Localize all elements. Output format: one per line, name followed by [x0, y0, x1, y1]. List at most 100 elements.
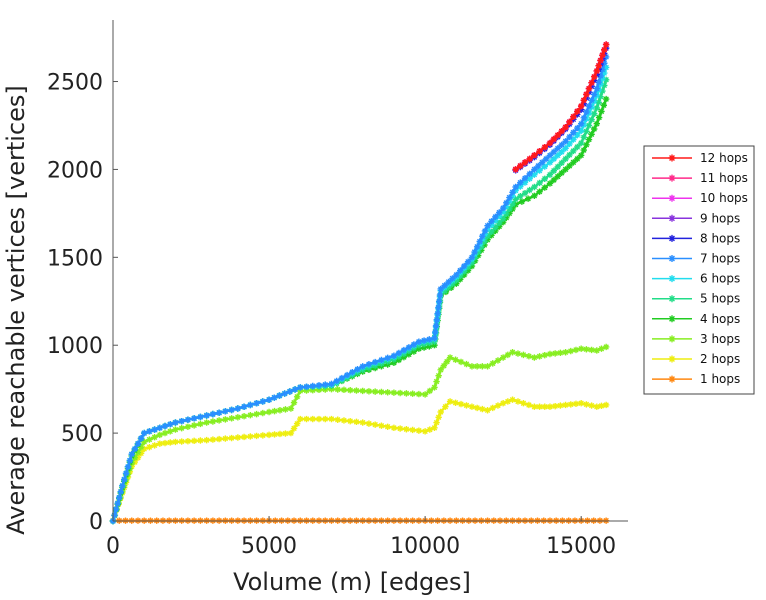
- data-point: [554, 163, 561, 170]
- data-point: [504, 351, 512, 359]
- data-point: [293, 420, 301, 427]
- data-point: [580, 133, 587, 141]
- data-point: [593, 92, 600, 99]
- data-point: [479, 363, 486, 370]
- data-point: [512, 166, 519, 173]
- x-tick-label: 10000: [390, 534, 460, 559]
- data-point: [546, 139, 554, 147]
- data-point: [536, 179, 543, 187]
- legend-marker-icon: [668, 355, 676, 363]
- data-point: [333, 377, 340, 385]
- data-point: [546, 403, 554, 410]
- data-point: [443, 358, 451, 365]
- data-point: [271, 407, 278, 415]
- data-point: [577, 139, 585, 147]
- data-point: [433, 316, 441, 323]
- data-point: [431, 384, 438, 391]
- data-point: [137, 435, 145, 442]
- data-point: [445, 278, 452, 286]
- legend: 12 hops 11 hops 10 hops 9 hops 8 hops 7 hops 6…: [643, 145, 755, 395]
- data-point: [156, 424, 164, 432]
- data-point: [400, 346, 408, 354]
- data-point: [489, 360, 496, 367]
- data-point: [156, 440, 164, 447]
- data-point: [340, 386, 348, 394]
- data-point: [506, 205, 513, 213]
- data-point: [474, 252, 482, 259]
- data-point: [499, 354, 507, 361]
- data-point: [334, 416, 341, 423]
- data-point: [396, 425, 404, 432]
- data-point: [593, 347, 600, 354]
- data-point: [550, 155, 558, 163]
- data-point: [585, 122, 593, 129]
- series-line-6-hops: [111, 67, 608, 522]
- data-point: [293, 393, 301, 400]
- data-point: [595, 114, 603, 121]
- data-point: [595, 99, 602, 106]
- data-point: [178, 424, 185, 432]
- data-point: [494, 402, 502, 409]
- legend-label: 6 hops: [700, 272, 740, 286]
- legend-label: 10 hops: [700, 191, 748, 205]
- data-point: [432, 322, 440, 330]
- y-tick-label: 2500: [47, 71, 103, 96]
- data-point: [247, 433, 254, 440]
- data-point: [583, 346, 590, 353]
- data-point: [526, 170, 533, 178]
- data-point: [546, 159, 554, 166]
- data-point: [590, 98, 598, 105]
- series-6-hops: [109, 64, 610, 525]
- legend-label: 3 hops: [700, 332, 740, 346]
- legend-label: 4 hops: [700, 312, 740, 326]
- data-point: [570, 159, 577, 166]
- data-point: [602, 76, 610, 83]
- data-point: [315, 415, 323, 423]
- data-point: [509, 189, 516, 196]
- legend-label: 2 hops: [700, 352, 740, 366]
- data-point: [121, 476, 128, 483]
- data-point: [499, 204, 507, 212]
- data-point: [390, 424, 398, 432]
- data-point: [161, 439, 169, 447]
- series-12-hops: [512, 41, 610, 173]
- data-point: [253, 400, 260, 407]
- data-point: [531, 171, 538, 178]
- legend-marker-icon: [668, 315, 676, 323]
- data-point: [492, 227, 499, 235]
- data-point: [234, 405, 242, 412]
- data-point: [514, 350, 522, 357]
- data-point: [338, 374, 346, 382]
- data-point: [297, 384, 304, 391]
- data-point: [228, 434, 235, 442]
- data-point: [449, 275, 456, 282]
- data-point: [598, 402, 605, 410]
- data-point: [566, 118, 573, 126]
- x-axis-title: Volume (m) [edges]: [233, 568, 471, 596]
- data-point: [259, 432, 267, 439]
- data-point: [415, 427, 423, 434]
- data-point: [122, 469, 130, 477]
- data-point: [566, 162, 573, 170]
- data-point: [562, 138, 569, 145]
- data-point: [474, 248, 482, 256]
- series-7-hops: [109, 53, 610, 525]
- legend-item-11-hops: 11 hops: [652, 171, 748, 185]
- data-point: [597, 93, 604, 100]
- data-point: [290, 399, 298, 406]
- data-point: [558, 141, 565, 149]
- data-point: [384, 423, 391, 430]
- data-point: [452, 399, 459, 406]
- data-point: [541, 403, 548, 410]
- data-point: [378, 356, 385, 364]
- data-point: [172, 419, 179, 426]
- data-point: [558, 169, 565, 177]
- data-point: [409, 426, 416, 434]
- data-point: [588, 402, 595, 409]
- data-point: [435, 304, 442, 311]
- data-point: [228, 406, 235, 414]
- legend-label: 8 hops: [700, 231, 740, 245]
- data-point: [585, 109, 593, 117]
- data-point: [509, 192, 516, 199]
- data-point: [457, 267, 464, 274]
